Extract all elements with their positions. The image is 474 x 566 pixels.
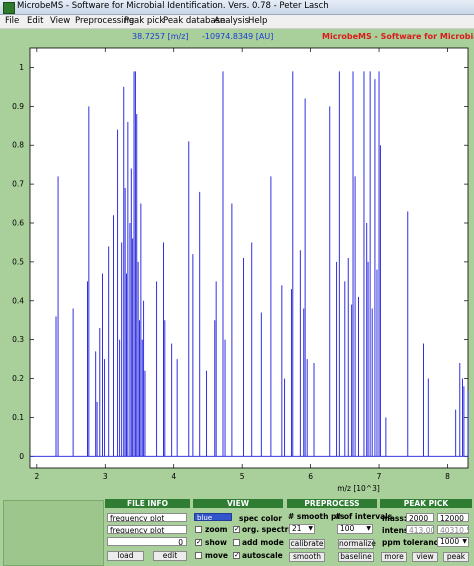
chevron-down-icon: ▼ [308,525,313,532]
x-tick-label: 2 [34,472,39,481]
plot-axes [29,47,469,469]
baseline-button[interactable]: baseline [338,552,374,562]
normalize-button[interactable]: normalize [338,539,376,549]
intens-to-field[interactable]: 40310.55 [437,525,469,534]
autoscale-checkbox[interactable]: ✓ [233,551,240,559]
file-info-header: FILE INFO [105,499,190,508]
zoom-checkbox[interactable] [195,526,202,533]
file-info-field-1[interactable]: frequency plot [107,513,187,522]
peak-pick-header: PEAK PICK [380,499,472,508]
menu-preprocessing[interactable]: Preprocessing [75,16,135,26]
menu-bar: File Edit View Preprocessing Peak pick P… [0,15,474,29]
smooth-pts-label: # smooth pts [288,512,345,521]
app-title-label: MicrobeMS - Software for Microbial Ident… [322,32,474,41]
mass-label: mass: [382,514,407,523]
peak-button[interactable]: peak [443,552,469,562]
view-header: VIEW [193,499,283,508]
peak-series [30,71,469,457]
menu-file[interactable]: File [5,16,20,26]
menu-peak-pick[interactable]: Peak pick [124,16,165,26]
smooth-button[interactable]: smooth [289,552,325,562]
mass-to-field[interactable]: 12000 [437,513,469,522]
app-icon [3,2,15,14]
y-tick-label: 0.7 [12,180,24,189]
intens-from-field[interactable]: 413.0055 [406,525,434,534]
y-tick-label: 0 [19,452,24,461]
x-tick-label: 6 [308,472,313,481]
x-tick-label: 3 [103,472,108,481]
view-button[interactable]: view [412,552,438,562]
intervals-value: 100 [340,524,355,533]
chevron-down-icon: ▼ [366,525,371,532]
mz-readout: 38.7257 [m/z] [132,32,189,41]
y-tick-label: 0.3 [12,335,24,344]
intervals-label: # of intervals [335,512,393,521]
spec-color-label: spec color [239,514,282,523]
title-bar: MicrobeMS - Software for Microbial Ident… [0,0,474,15]
preprocess-header: PREPROCESS [287,499,377,508]
move-label: move [205,551,228,560]
smooth-pts-value: 21 [292,524,302,533]
move-checkbox[interactable] [195,552,202,559]
add-mode-label: add mode [242,538,284,547]
x-axis: 2 3 4 5 6 7 8 [34,48,450,481]
y-tick-label: 1 [19,63,24,72]
menu-analysis[interactable]: Analysis [214,16,250,26]
au-readout: -10974.8349 [AU] [202,32,274,41]
y-tick-label: 0.1 [12,413,24,422]
ppm-tolerance-select[interactable]: 1000 ▼ [437,537,469,547]
more-button[interactable]: more [381,552,407,562]
zoom-label: zoom [205,525,228,534]
y-tick-label: 0.5 [12,257,24,266]
y-tick-label: 0.6 [12,219,24,228]
y-tick-label: 0.9 [12,102,24,111]
show-label: show [205,538,227,547]
window-title: MicrobeMS - Software for Microbial Ident… [17,1,329,11]
x-axis-label: m/z [10^3] [337,484,380,493]
x-tick-label: 7 [377,472,382,481]
menu-peak-database[interactable]: Peak database [163,16,226,26]
control-panel: FILE INFO frequency plot frequency plot … [0,498,474,566]
menu-help[interactable]: Help [248,16,268,26]
spec-color-select[interactable]: blue [194,513,232,522]
file-info-field-2[interactable]: frequency plot [107,525,187,534]
x-tick-label: 5 [240,472,245,481]
chevron-down-icon: ▼ [462,538,467,545]
edit-button[interactable]: edit [153,551,187,561]
y-axis: 0 0.1 0.2 0.3 0.4 0.5 0.6 0.7 0.8 0.9 1 [12,63,468,461]
y-tick-label: 0.8 [12,141,24,150]
y-tick-label: 0.4 [12,296,24,305]
org-spectra-label: org. spectra [242,525,294,534]
spectrum-plot[interactable]: 0 0.1 0.2 0.3 0.4 0.5 0.6 0.7 0.8 0.9 1 2 3 4 5 6 7 8 m/… [0,42,474,498]
intervals-select[interactable]: 100 ▼ [337,524,373,534]
ppm-tolerance-label: ppm tolerance: [382,538,447,547]
mass-from-field[interactable]: 2000 [406,513,434,522]
org-spectra-checkbox[interactable]: ✓ [233,525,240,533]
calibrate-button[interactable]: calibrate [289,539,325,549]
show-checkbox[interactable]: ✓ [195,538,202,546]
left-blank-panel [3,500,104,566]
smooth-pts-select[interactable]: 21 ▼ [289,524,315,534]
ppm-tolerance-value: 1000 [440,537,460,546]
menu-edit[interactable]: Edit [27,16,44,26]
x-tick-label: 4 [171,472,176,481]
y-tick-label: 0.2 [12,374,24,383]
file-info-number-field[interactable]: 0 [107,537,187,546]
menu-view[interactable]: View [50,16,71,26]
autoscale-label: autoscale [242,551,283,560]
load-button[interactable]: load [107,551,144,561]
x-tick-label: 8 [445,472,450,481]
intens-label: intens: [382,526,412,535]
add-mode-checkbox[interactable] [233,539,240,546]
